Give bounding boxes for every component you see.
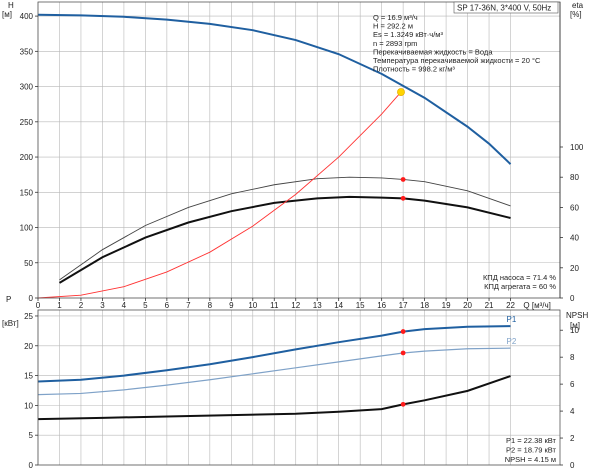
result-label: NPSH = 4.15 м	[505, 455, 556, 464]
head-tick-label: 150	[20, 188, 34, 197]
q-tick-label: 16	[377, 301, 386, 310]
q-tick-label: 8	[208, 301, 213, 310]
npsh-tick-label: 0	[570, 461, 575, 470]
duty-info-line: Q = 16.9 м³/ч	[373, 13, 418, 22]
q-tick-label: 19	[442, 301, 451, 310]
head-axis-unit-bottom: [м]	[2, 10, 12, 19]
head-axis-unit-top: H	[8, 1, 14, 10]
q-tick-label: 4	[122, 301, 127, 310]
power-tick-label: 20	[24, 342, 33, 351]
operating-point-marker	[397, 88, 405, 96]
duty-info-line: n = 2893 rpm	[373, 39, 417, 48]
efficiency-label: КПД агрегата = 60 %	[484, 282, 556, 291]
duty-info-line: Перекачиваемая жидкость = Вода	[373, 47, 493, 56]
pump-model-title: SP 17-36N, 3*400 V, 50Hz	[457, 4, 551, 13]
q-tick-label: 9	[229, 301, 234, 310]
duty-info-line: Температура перекачиваемой жидкости = 20…	[373, 56, 541, 65]
bottom-plot-frame	[37, 309, 561, 466]
top-plot-frame	[37, 1, 561, 299]
efficiency-duty-marker	[400, 177, 406, 182]
unit-efficiency-curve	[58, 195, 511, 284]
power-duty-marker	[400, 329, 406, 334]
efficiency-duty-marker	[400, 195, 406, 201]
eta-tick-label: 60	[570, 203, 579, 212]
head-tick-label: 100	[20, 224, 34, 233]
efficiency-label: КПД насоса = 71.4 %	[483, 273, 556, 282]
eta-tick-label: 20	[570, 264, 579, 273]
eta-tick-label: 0	[570, 294, 575, 303]
series-label-p1: P1	[507, 315, 517, 324]
q-tick-label: 14	[334, 301, 343, 310]
npsh-tick-label: 8	[570, 353, 575, 362]
npsh-tick-label: 6	[570, 380, 575, 389]
q-tick-label: 7	[186, 301, 191, 310]
duty-info-line: Плотность = 998.2 кг/м³	[373, 65, 455, 74]
q-axis-label: Q [м³/ч]	[523, 301, 550, 310]
title-box	[453, 1, 559, 14]
duty-info-line: Es = 1.3249 кВт·ч/м³	[373, 30, 443, 39]
power-tick-label: 10	[24, 401, 33, 410]
head-tick-label: 0	[29, 294, 34, 303]
npsh-tick-label: 4	[570, 407, 575, 416]
q-tick-label: 22	[506, 301, 515, 310]
power-tick-label: 5	[29, 431, 34, 440]
head-curve	[37, 13, 512, 165]
q-tick-label: 15	[356, 301, 365, 310]
q-tick-label: 10	[248, 301, 257, 310]
power-duty-marker	[400, 401, 406, 407]
q-tick-label: 5	[143, 301, 148, 310]
power-tick-label: 15	[24, 372, 33, 381]
result-label: P2 = 18.79 кВт	[506, 446, 557, 455]
npsh-axis-unit-top: NPSH	[566, 311, 588, 320]
q-tick-label: 3	[100, 301, 105, 310]
eta-axis-unit-bottom: [%]	[570, 10, 582, 19]
q-tick-label: 11	[270, 301, 279, 310]
head-tick-label: 400	[20, 12, 34, 21]
head-tick-label: 250	[20, 118, 34, 127]
eta-tick-label: 80	[570, 173, 579, 182]
eta-tick-label: 40	[570, 234, 579, 243]
npsh-curve	[37, 375, 511, 421]
p1-curve	[37, 325, 511, 383]
result-label: P1 = 22.38 кВт	[506, 436, 557, 445]
duty-info-line: H = 292.2 м	[373, 22, 413, 31]
q-tick-label: 2	[79, 301, 84, 310]
head-tick-label: 350	[20, 47, 34, 56]
q-tick-label: 18	[420, 301, 429, 310]
power-tick-label: 0	[29, 461, 34, 470]
q-tick-label: 20	[463, 301, 472, 310]
q-tick-label: 6	[165, 301, 170, 310]
eta-axis-unit-top: eta	[572, 1, 584, 10]
npsh-tick-label: 2	[570, 434, 575, 443]
q-tick-label: 17	[399, 301, 408, 310]
power-duty-marker	[400, 350, 406, 356]
power-axis-unit-top: P	[6, 295, 11, 304]
p2-curve	[37, 347, 511, 396]
q-tick-label: 0	[36, 301, 41, 310]
system-curve-curve	[37, 91, 402, 299]
q-tick-label: 1	[57, 301, 62, 310]
head-tick-label: 50	[24, 259, 33, 268]
npsh-tick-label: 10	[570, 326, 579, 335]
power-tick-label: 25	[24, 312, 33, 321]
head-tick-label: 200	[20, 153, 34, 162]
eta-tick-label: 100	[570, 143, 584, 152]
q-tick-label: 13	[313, 301, 322, 310]
pump-efficiency-curve	[59, 176, 511, 281]
head-tick-label: 300	[20, 83, 34, 92]
series-label-p2: P2	[507, 337, 517, 346]
npsh-axis-unit-bottom: [м]	[570, 321, 580, 330]
q-tick-label: 12	[291, 301, 300, 310]
power-axis-unit-bottom: [кВт]	[2, 319, 19, 328]
q-tick-label: 21	[485, 301, 494, 310]
